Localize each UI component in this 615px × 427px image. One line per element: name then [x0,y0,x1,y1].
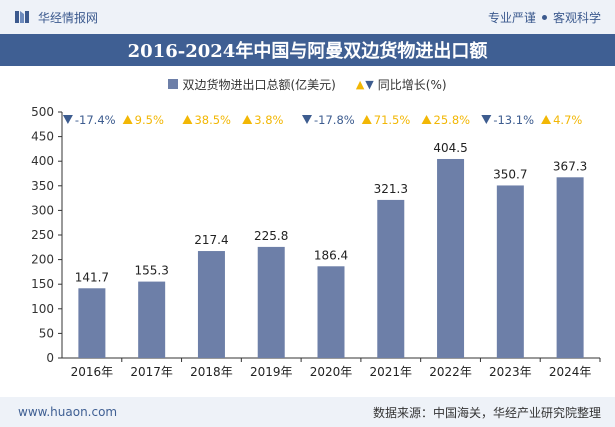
bar-value-label: 155.3 [134,264,168,278]
legend-item-growth: ▲ ▼ 同比增长(%) [356,76,447,93]
growth-down-triangle-icon [302,115,312,124]
x-tick-label: 2019年 [250,365,293,379]
growth-label: -17.4% [75,113,116,127]
x-tick-label: 2023年 [489,365,532,379]
brand-logo-icon [15,11,29,23]
bar [377,199,405,358]
y-tick-label: 250 [31,228,54,242]
x-tick-label: 2020年 [310,365,353,379]
legend-up-triangle-icon: ▲ [355,77,365,91]
bar [197,251,225,358]
legend-label-growth: 同比增长(%) [377,77,447,92]
y-tick-label: 300 [31,203,54,217]
growth-label: -13.1% [493,113,534,127]
brand-name: 华经情报网 [38,10,99,25]
slogan-dot-icon [541,14,547,20]
legend-down-triangle-icon: ▼ [365,77,374,91]
growth-label: 25.8% [434,113,471,127]
bar [496,185,524,358]
growth-down-triangle-icon [62,115,73,124]
bar [437,158,465,358]
bar [78,288,106,358]
footer-source: 数据来源：中国海关，华经产业研究院整理 [372,405,601,420]
x-tick-label: 2024年 [549,365,592,379]
top-bar: 华经情报网 专业严谨 客观科学 [0,0,615,34]
x-tick-label: 2021年 [370,365,413,379]
growth-up-triangle-icon [242,115,253,124]
brand: 华经情报网 [14,9,98,26]
legend-swatch-icon [168,79,179,89]
y-tick-label: 500 [31,105,54,119]
chart-title: 2016-2024年中国与阿曼双边货物进出口额 [0,34,615,66]
y-tick-label: 200 [31,253,54,267]
footer-website: www.huaon.com [18,405,118,419]
y-tick-label: 100 [31,302,54,316]
growth-label: 71.5% [374,113,411,127]
growth-up-triangle-icon [361,115,372,124]
y-tick-label: 400 [31,154,54,168]
growth-up-triangle-icon [541,115,552,124]
growth-up-triangle-icon [122,115,133,124]
growth-up-triangle-icon [421,115,432,124]
y-tick-label: 350 [31,179,54,193]
legend-label-total: 双边货物进出口总额(亿美元) [182,77,336,92]
y-tick-label: 150 [31,277,54,291]
bar [257,246,285,358]
x-tick-label: 2022年 [429,365,472,379]
bar-value-label: 367.3 [553,159,587,173]
bar-value-label: 321.3 [374,182,408,196]
growth-label: 4.7% [553,113,582,127]
y-tick-label: 450 [31,130,54,144]
bar [317,266,345,358]
growth-label: -17.8% [314,113,355,127]
growth-down-triangle-icon [481,115,492,124]
footer: www.huaon.com 数据来源：中国海关，华经产业研究院整理 [0,397,615,427]
x-tick-label: 2016年 [71,365,114,379]
legend-item-total: 双边货物进出口总额(亿美元) [168,76,336,93]
growth-label: 9.5% [135,113,164,127]
bar [556,177,584,358]
bar-value-label: 186.4 [314,248,348,262]
bar-value-label: 141.7 [75,270,109,284]
x-tick-label: 2018年 [190,365,233,379]
bar-value-label: 350.7 [493,167,527,181]
bar-value-label: 217.4 [194,233,228,247]
y-tick-label: 50 [39,326,54,340]
bar [138,281,166,358]
bar-value-label: 225.8 [254,229,288,243]
y-tick-label: 0 [46,351,54,365]
growth-label: 38.5% [194,113,231,127]
slogan-right: 客观科学 [552,10,601,25]
slogan-left: 专业严谨 [487,10,536,25]
chart-legend: 双边货物进出口总额(亿美元) ▲ ▼ 同比增长(%) [0,74,615,94]
x-tick-label: 2017年 [130,365,173,379]
growth-label: 3.8% [254,113,283,127]
bar-value-label: 404.5 [433,141,467,155]
growth-up-triangle-icon [182,115,193,124]
slogan: 专业严谨 客观科学 [488,9,601,26]
